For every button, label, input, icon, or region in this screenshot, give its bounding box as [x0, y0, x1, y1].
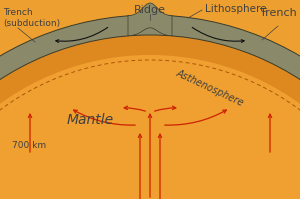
Text: Ridge: Ridge: [134, 5, 166, 15]
Text: Asthenosphere: Asthenosphere: [175, 68, 245, 108]
Circle shape: [15, 175, 285, 199]
Text: Trench: Trench: [260, 8, 297, 18]
Wedge shape: [0, 55, 300, 199]
Circle shape: [0, 15, 300, 199]
Text: Trench
(subduction): Trench (subduction): [3, 8, 60, 28]
Text: Mantle: Mantle: [66, 113, 114, 127]
Wedge shape: [0, 25, 300, 199]
Polygon shape: [128, 3, 172, 36]
Wedge shape: [0, 15, 300, 199]
Circle shape: [0, 35, 300, 199]
Text: 700 km: 700 km: [12, 140, 46, 149]
Circle shape: [0, 55, 300, 199]
Wedge shape: [0, 15, 300, 199]
Circle shape: [0, 135, 300, 199]
Circle shape: [0, 15, 300, 199]
Text: Lithosphere: Lithosphere: [205, 4, 266, 14]
Circle shape: [0, 15, 300, 199]
Circle shape: [0, 150, 300, 199]
